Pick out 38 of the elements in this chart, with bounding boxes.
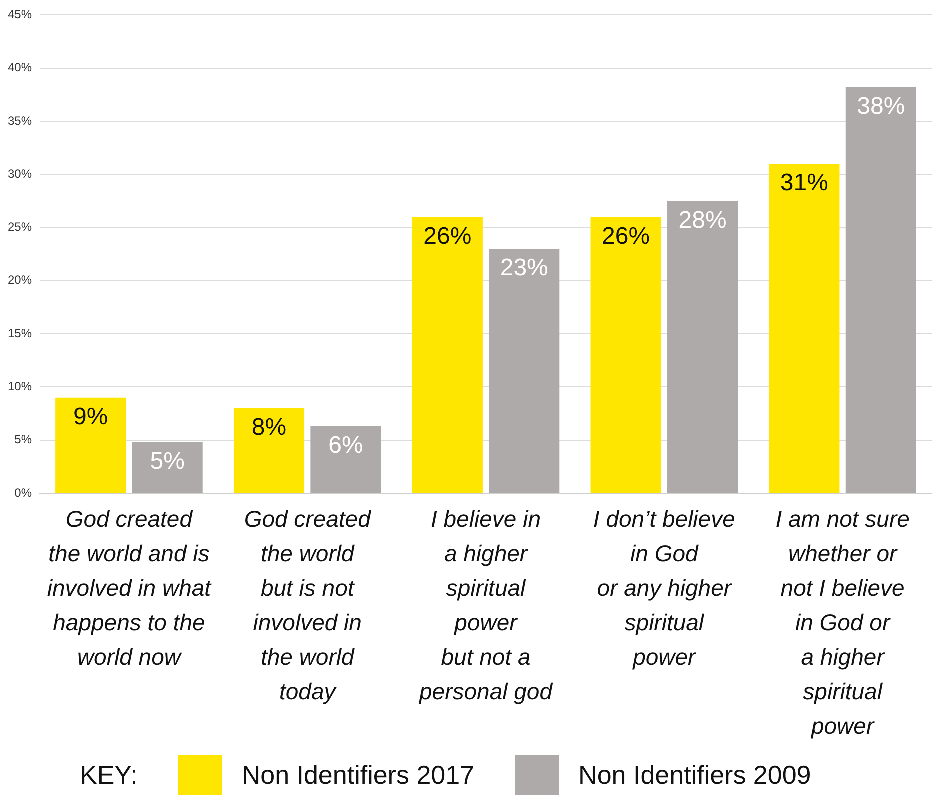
y-tick-label: 10% bbox=[8, 380, 32, 394]
bar bbox=[310, 426, 382, 493]
x-tick-label: I believe in a higher spiritual power but not a personal god bbox=[418, 506, 554, 705]
bar bbox=[56, 398, 126, 493]
y-tick-label: 30% bbox=[8, 166, 32, 181]
y-tick-label: 15% bbox=[8, 326, 32, 340]
y-tick-label: 40% bbox=[8, 60, 32, 75]
data-label: 23% bbox=[500, 254, 548, 282]
legend-title: KEY: bbox=[80, 760, 138, 790]
bar bbox=[590, 217, 662, 493]
data-label: 26% bbox=[424, 222, 472, 250]
x-tick-label: I don’t believe in God or any higher spiritual power bbox=[593, 506, 736, 670]
data-label: 31% bbox=[780, 170, 828, 197]
data-label: 38% bbox=[857, 93, 906, 120]
y-tick-label: 20% bbox=[8, 273, 32, 288]
y-tick-label: 35% bbox=[8, 114, 32, 128]
bar bbox=[412, 217, 483, 493]
x-tick-label: God created the world and is involved in what happens to the world now bbox=[47, 506, 213, 670]
bar bbox=[769, 164, 840, 493]
data-label: 28% bbox=[678, 206, 727, 234]
bar bbox=[132, 442, 203, 493]
bar bbox=[234, 408, 305, 493]
x-tick-label: I am not sure whether or not I believe in God or a higher spiritual power bbox=[776, 506, 910, 740]
bar bbox=[489, 249, 560, 493]
bar bbox=[846, 87, 916, 493]
y-tick-label: 45% bbox=[8, 8, 32, 22]
x-tick-label: God created the world but is not involved in the world today bbox=[244, 506, 372, 705]
data-label: 5% bbox=[150, 448, 185, 476]
data-label: 6% bbox=[328, 432, 364, 460]
data-label: 8% bbox=[252, 414, 287, 442]
legend-label: Non Identifiers 2009 bbox=[578, 760, 812, 790]
bar bbox=[667, 201, 738, 493]
y-tick-label: 25% bbox=[8, 220, 32, 234]
legend-label: Non Identifiers 2017 bbox=[242, 760, 475, 790]
y-tick-label: 5% bbox=[14, 432, 32, 447]
y-tick-label: 0% bbox=[14, 486, 32, 500]
data-label: 9% bbox=[74, 403, 108, 430]
data-label: 26% bbox=[602, 222, 650, 250]
